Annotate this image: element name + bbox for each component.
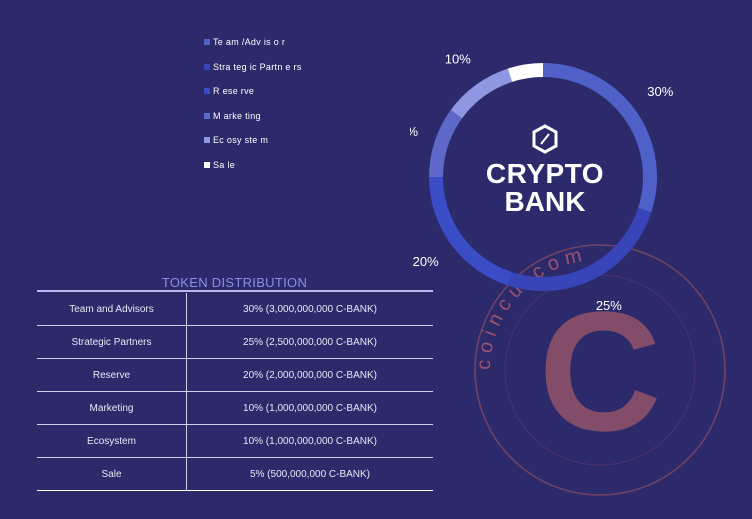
donut-slice-1 xyxy=(507,207,652,291)
token-distribution-table: Team and Advisors 30% (3,000,000,000 C-B… xyxy=(37,290,433,491)
legend-label: Sa le xyxy=(213,159,236,170)
row-name: Sale xyxy=(37,457,187,491)
watermark: C coincu.com xyxy=(473,243,726,496)
legend-label: Ec osy ste m xyxy=(213,135,269,146)
table-row: Sale 5% (500,000,000 C-BANK) xyxy=(37,457,433,491)
legend-item-ecosystem: Ec osy ste m xyxy=(204,128,302,153)
legend-item-marketing: M arke ting xyxy=(204,104,302,129)
table-row: Team and Advisors 30% (3,000,000,000 C-B… xyxy=(37,293,433,326)
row-value: 5% (500,000,000 C-BANK) xyxy=(186,457,433,491)
donut-slices xyxy=(429,63,657,291)
donut-data-labels: 30% 25% 20% 10% 10% 5% xyxy=(410,40,674,310)
legend-label: M arke ting xyxy=(213,110,261,121)
donut-chart: 30% 25% 20% 10% 10% 5% xyxy=(410,40,674,310)
table-row: Ecosystem 10% (1,000,000,000 C-BANK) xyxy=(37,424,433,458)
row-name: Ecosystem xyxy=(37,424,187,458)
legend-item-team: Te am /Adv is o r xyxy=(204,30,302,55)
donut-slice-0 xyxy=(542,63,657,213)
legend-swatch xyxy=(204,39,210,46)
donut-data-label-5: 5% xyxy=(511,40,530,41)
watermark-ring xyxy=(474,244,726,496)
legend-item-sale: Sa le xyxy=(204,153,302,178)
legend-swatch xyxy=(204,161,210,168)
table-row: Reserve 20% (2,000,000,000 C-BANK) xyxy=(37,358,433,392)
legend-swatch xyxy=(204,88,210,95)
legend-label: R ese rve xyxy=(213,86,255,97)
donut-data-label-0: 30% xyxy=(647,84,673,99)
donut-slice-3 xyxy=(429,109,463,178)
legend-item-reserve: R ese rve xyxy=(204,79,302,104)
crypto-bank-logo: CRYPTO BANK xyxy=(470,124,620,216)
table-top-rule xyxy=(37,290,433,293)
table-title: TOKEN DISTRIBUTION xyxy=(161,275,308,290)
donut-slice-2 xyxy=(429,176,513,286)
watermark-letter: C xyxy=(539,277,662,467)
row-value: 10% (1,000,000,000 C-BANK) xyxy=(186,391,433,425)
donut-data-label-1: 25% xyxy=(596,298,622,310)
row-value: 30% (3,000,000,000 C-BANK) xyxy=(186,293,433,326)
row-name: Marketing xyxy=(37,391,187,425)
legend-label: Stra teg ic Partn e rs xyxy=(213,61,302,72)
logo-text-line2: BANK xyxy=(504,186,586,217)
donut-slice-5 xyxy=(507,63,544,82)
legend-swatch xyxy=(204,63,210,70)
donut-slice-4 xyxy=(450,68,513,119)
row-value: 10% (1,000,000,000 C-BANK) xyxy=(186,424,433,458)
row-value: 20% (2,000,000,000 C-BANK) xyxy=(186,358,433,392)
chart-legend: Te am /Adv is o r Stra teg ic Partn e rs… xyxy=(204,30,302,177)
row-name: Reserve xyxy=(37,358,187,392)
donut-data-label-2: 20% xyxy=(413,254,439,269)
table-row: Marketing 10% (1,000,000,000 C-BANK) xyxy=(37,391,433,425)
row-value: 25% (2,500,000,000 C-BANK) xyxy=(186,325,433,359)
legend-swatch xyxy=(204,112,210,119)
table-row: Strategic Partners 25% (2,500,000,000 C-… xyxy=(37,325,433,359)
donut-data-label-4: 10% xyxy=(445,52,471,67)
donut-data-label-3: 10% xyxy=(410,124,419,139)
logo-text-line1: CRYPTO xyxy=(485,158,605,189)
legend-swatch xyxy=(204,137,210,144)
legend-item-strategic: Stra teg ic Partn e rs xyxy=(204,55,302,80)
row-name: Team and Advisors xyxy=(37,293,187,326)
legend-label: Te am /Adv is o r xyxy=(213,37,286,48)
hexagon-logo-icon xyxy=(532,124,558,154)
row-name: Strategic Partners xyxy=(37,325,187,359)
